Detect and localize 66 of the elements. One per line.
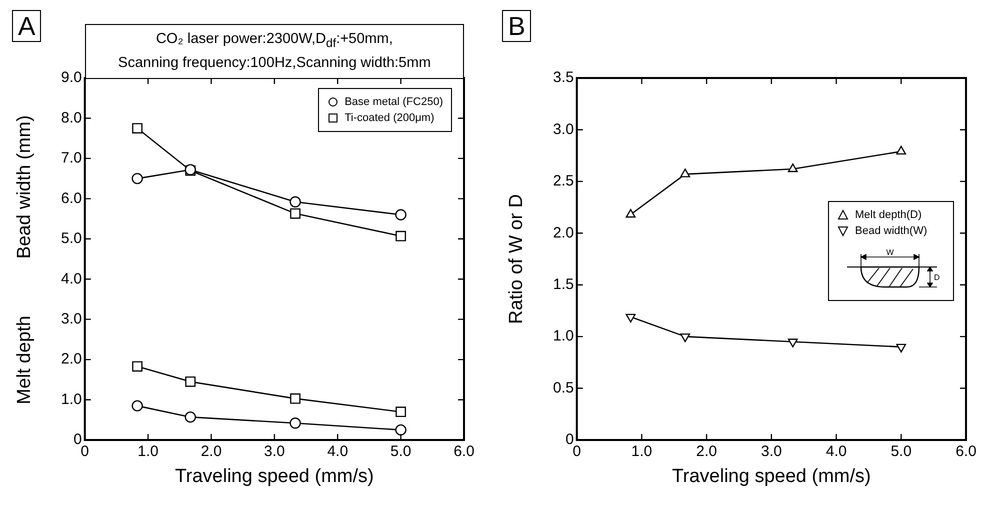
y-tick-label: 7.0 — [60, 150, 82, 167]
x-tick-label: 5.0 — [390, 443, 412, 460]
y-tick-label: 4.0 — [60, 270, 82, 288]
x-tick-label: 2.0 — [200, 443, 222, 460]
y-tick-label: 8.0 — [60, 109, 82, 126]
x-tick-label: 4.0 — [826, 443, 847, 460]
point — [132, 172, 143, 184]
y-tick-label: 2.0 — [60, 350, 82, 368]
y-tick-label: 2.5 — [552, 172, 574, 190]
y-axis-title: Ratio of W or D — [506, 194, 528, 324]
chart-subtitle: CO₂ laser power:2300W,D$_{df}$:+50mm, Scanning frequency:100Hz,Scanning width:5mm — [84, 24, 464, 78]
x-axis-title: Traveling speed (mm/s) — [174, 466, 374, 488]
point — [290, 196, 301, 208]
chart-title: A — [12, 10, 42, 42]
y-tick-label: 0 — [566, 431, 574, 448]
x-tick-label: 1.0 — [631, 443, 652, 460]
legend-label: Bead width(W) — [855, 224, 928, 240]
point — [290, 393, 300, 404]
legend-label: Melt depth(D) — [855, 208, 922, 224]
y-axis-title: Bead width (mm) — [14, 114, 36, 258]
y-tick-label: 3.5 — [552, 69, 574, 86]
point — [626, 208, 636, 218]
annotation: W — [886, 248, 894, 258]
point — [185, 376, 196, 387]
legend-label: Ti-coated (200μm) — [344, 111, 434, 126]
point — [680, 333, 690, 342]
x-tick-label: 1.0 — [138, 443, 158, 460]
x-tick-label: 3.0 — [264, 443, 285, 460]
y-tick-label: 1.0 — [552, 328, 574, 345]
point — [184, 411, 196, 423]
x-tick-label: 3.0 — [760, 443, 782, 460]
chart-title: B — [502, 10, 532, 42]
point — [680, 168, 690, 178]
y-tick-label: 6.0 — [60, 190, 82, 207]
point — [132, 361, 142, 372]
point — [788, 338, 798, 348]
point — [626, 314, 636, 323]
y-tick-label: 0 — [74, 431, 82, 448]
point — [395, 209, 406, 220]
x-tick-label: 6.0 — [454, 443, 474, 460]
point — [290, 418, 301, 429]
legend-label: Base metal (FC250) — [344, 95, 443, 110]
point — [132, 123, 142, 134]
x-tick-label: 6.0 — [956, 443, 976, 460]
point — [396, 230, 406, 242]
point — [395, 424, 406, 436]
x-tick-label: 5.0 — [890, 443, 912, 460]
point — [788, 163, 798, 172]
y-tick-label: 1.0 — [60, 390, 82, 408]
annotation: D — [934, 273, 940, 282]
y-tick-label: 9.0 — [60, 69, 82, 86]
x-tick-label: 4.0 — [327, 443, 348, 460]
point — [896, 344, 906, 353]
point — [290, 208, 300, 219]
y-tick-label: 5.0 — [60, 230, 82, 248]
point — [896, 146, 906, 155]
text: Melt depth — [14, 316, 36, 405]
y-tick-label: 3.0 — [60, 310, 82, 328]
y-tick-label: 0.5 — [552, 379, 574, 396]
y-tick-label: 3.0 — [552, 120, 574, 138]
x-tick-label: 2.0 — [696, 443, 717, 460]
point — [132, 400, 143, 412]
point — [396, 406, 406, 418]
y-tick-label: 1.5 — [552, 276, 574, 293]
y-tick-label: 2.0 — [552, 224, 574, 242]
x-axis-title: Traveling speed (mm/s) — [672, 466, 871, 488]
